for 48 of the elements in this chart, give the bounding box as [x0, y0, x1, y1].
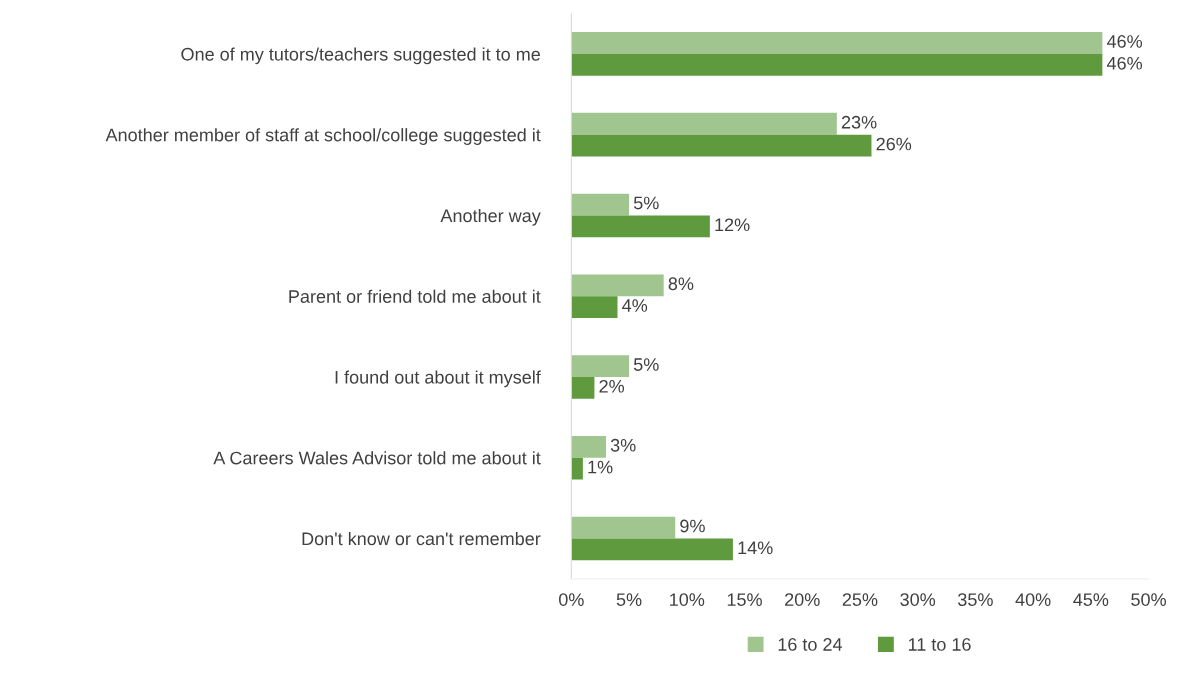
data-label: 3%	[610, 438, 636, 452]
x-tick-label: 45%	[1073, 593, 1109, 606]
bar	[571, 134, 872, 157]
bar	[571, 435, 606, 458]
x-tick-label: 10%	[670, 593, 705, 606]
legend-label: 11 to 16	[908, 638, 971, 651]
data-label: 14%	[738, 541, 773, 555]
data-label: 2%	[599, 379, 625, 393]
bar	[571, 538, 733, 561]
data-label: 23%	[841, 115, 877, 129]
data-label: 9%	[680, 519, 705, 533]
x-tick-label: 40%	[1015, 593, 1051, 606]
y-tick-label: One of my tutors/teachers suggested it to me	[181, 47, 540, 65]
x-tick-label: 5%	[616, 593, 642, 606]
data-label: 26%	[876, 137, 912, 151]
bar	[571, 516, 676, 539]
bar	[571, 296, 618, 318]
data-label: 1%	[588, 460, 613, 474]
data-label: 8%	[668, 277, 694, 291]
bar	[571, 376, 595, 399]
data-label: 4%	[622, 299, 648, 312]
x-tick-label: 20%	[785, 593, 820, 606]
bar	[571, 355, 630, 377]
bar	[571, 112, 837, 135]
x-tick-label: 50%	[1131, 593, 1166, 606]
y-tick-label: Another way	[440, 208, 541, 226]
y-tick-label: Another member of staff at school/college suggested it	[105, 128, 541, 145]
bar	[571, 274, 664, 297]
y-tick-label: Don't know or can't remember	[302, 531, 541, 546]
x-tick-label: 30%	[900, 593, 936, 606]
data-label: 12%	[715, 218, 750, 232]
x-tick-label: 25%	[842, 593, 878, 606]
bar	[571, 215, 710, 238]
x-tick-label: 15%	[727, 593, 762, 606]
data-label: 5%	[633, 358, 659, 371]
bar	[571, 457, 583, 480]
bar	[571, 53, 1103, 76]
y-tick-label: I found out about it myself	[335, 370, 541, 388]
y-tick-label: Parent or friend told me about it	[289, 289, 541, 303]
data-label: 5%	[633, 196, 659, 210]
x-tick-label: 35%	[958, 593, 993, 606]
data-label: 46%	[1106, 56, 1143, 70]
legend-label: 16 to 24	[778, 638, 843, 651]
data-label: 46%	[1106, 35, 1143, 48]
y-tick-label: A Careers Wales Advisor told me about it	[213, 451, 541, 465]
x-tick-label: 0%	[558, 593, 584, 606]
bar	[571, 32, 1103, 54]
bar	[571, 193, 630, 216]
